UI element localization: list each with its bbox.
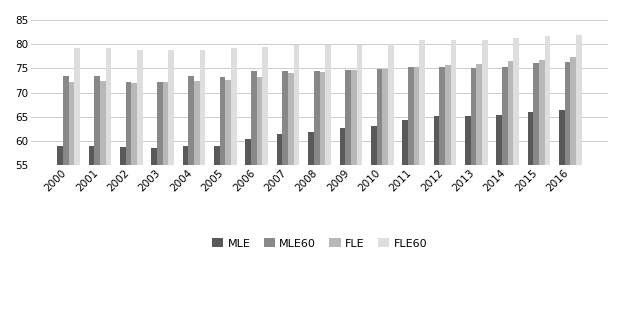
Bar — [137, 50, 143, 165]
Bar — [356, 45, 362, 165]
Bar — [314, 71, 320, 165]
Bar — [157, 82, 163, 165]
Bar — [439, 67, 445, 165]
Bar — [471, 68, 477, 165]
Bar — [445, 65, 450, 165]
Bar — [482, 40, 488, 165]
Bar — [151, 148, 157, 165]
Bar — [294, 44, 300, 165]
Bar — [320, 72, 325, 165]
Bar — [308, 132, 314, 165]
Bar — [351, 70, 356, 165]
Bar — [183, 146, 188, 165]
Bar — [559, 110, 565, 165]
Bar — [251, 71, 257, 165]
Bar — [131, 83, 137, 165]
Bar — [288, 73, 294, 165]
Bar — [545, 36, 550, 165]
Bar — [214, 146, 220, 165]
Bar — [565, 62, 571, 165]
Bar — [345, 70, 351, 165]
Bar — [200, 50, 206, 165]
Bar — [245, 139, 251, 165]
Bar — [434, 116, 439, 165]
Bar — [231, 48, 237, 165]
Bar — [508, 61, 513, 165]
Bar — [528, 112, 533, 165]
Bar — [282, 71, 288, 165]
Bar — [257, 77, 262, 165]
Bar — [539, 60, 545, 165]
Bar — [414, 67, 419, 165]
Bar — [576, 35, 582, 165]
Bar — [383, 69, 388, 165]
Bar — [57, 146, 63, 165]
Bar — [502, 67, 508, 165]
Bar — [74, 48, 80, 165]
Bar — [388, 43, 394, 165]
Bar — [571, 57, 576, 165]
Bar — [194, 81, 200, 165]
Bar — [419, 40, 425, 165]
Legend: MLE, MLE60, FLE, FLE60: MLE, MLE60, FLE, FLE60 — [207, 234, 432, 253]
Bar — [497, 115, 502, 165]
Bar — [100, 81, 105, 165]
Bar — [513, 38, 519, 165]
Bar — [120, 147, 126, 165]
Bar — [450, 40, 456, 165]
Bar — [105, 48, 112, 165]
Bar — [533, 62, 539, 165]
Bar — [477, 64, 482, 165]
Bar — [163, 82, 168, 165]
Bar — [94, 76, 100, 165]
Bar — [262, 46, 268, 165]
Bar — [126, 82, 131, 165]
Bar — [188, 76, 194, 165]
Bar — [408, 67, 414, 165]
Bar — [402, 120, 408, 165]
Bar — [465, 116, 471, 165]
Bar — [371, 126, 377, 165]
Bar — [340, 128, 345, 165]
Bar — [220, 77, 226, 165]
Bar — [377, 69, 383, 165]
Bar — [88, 146, 94, 165]
Bar — [69, 82, 74, 165]
Bar — [168, 50, 174, 165]
Bar — [63, 76, 69, 165]
Bar — [325, 44, 331, 165]
Bar — [277, 134, 282, 165]
Bar — [226, 80, 231, 165]
